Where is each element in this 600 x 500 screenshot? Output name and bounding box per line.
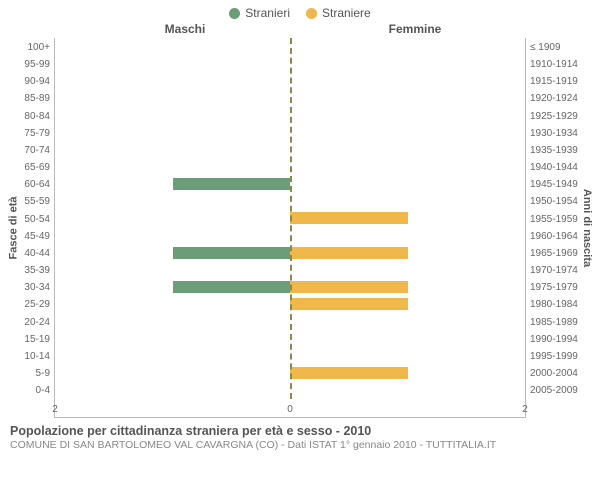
column-header-left: Maschi — [70, 22, 300, 36]
y-tick-age: 55-59 — [20, 194, 50, 211]
legend: Stranieri Straniere — [0, 0, 600, 22]
y-tick-age: 5-9 — [20, 366, 50, 383]
y-tick-birth: 1965-1969 — [530, 246, 580, 263]
y-axis-right-ticks: ≤ 19091910-19141915-19191920-19241925-19… — [526, 38, 580, 418]
bar-female — [290, 367, 408, 379]
legend-swatch-male — [229, 8, 240, 19]
bar-male — [173, 178, 291, 190]
y-tick-birth: 2005-2009 — [530, 383, 580, 400]
y-tick-birth: 1950-1954 — [530, 194, 580, 211]
y-tick-birth: 1975-1979 — [530, 280, 580, 297]
y-tick-birth: 1970-1974 — [530, 263, 580, 280]
x-axis-ticks: 2 0 2 — [55, 399, 525, 417]
y-axis-left-ticks: 100+95-9990-9485-8980-8475-7970-7465-696… — [20, 38, 54, 418]
chart-area: Fasce di età 100+95-9990-9485-8980-8475-… — [0, 38, 600, 418]
legend-item-stranieri: Stranieri — [229, 6, 290, 20]
y-tick-birth: 1930-1934 — [530, 126, 580, 143]
y-tick-birth: 1985-1989 — [530, 315, 580, 332]
y-tick-birth: 1940-1944 — [530, 160, 580, 177]
y-tick-birth: 1955-1959 — [530, 212, 580, 229]
y-tick-birth: 1990-1994 — [530, 332, 580, 349]
y-tick-age: 100+ — [20, 40, 50, 57]
y-tick-age: 65-69 — [20, 160, 50, 177]
footer: Popolazione per cittadinanza straniera p… — [0, 418, 600, 451]
bar-female — [290, 247, 408, 259]
y-tick-age: 15-19 — [20, 332, 50, 349]
x-tick: 2 — [52, 404, 58, 415]
bar-female — [290, 281, 408, 293]
center-line — [290, 38, 292, 399]
y-tick-age: 85-89 — [20, 91, 50, 108]
y-tick-age: 80-84 — [20, 109, 50, 126]
y-tick-birth: 1920-1924 — [530, 91, 580, 108]
y-tick-birth: 1915-1919 — [530, 74, 580, 91]
y-tick-birth: 1935-1939 — [530, 143, 580, 160]
plot-area: 2 0 2 — [54, 38, 526, 418]
y-tick-age: 70-74 — [20, 143, 50, 160]
y-tick-birth: ≤ 1909 — [530, 40, 580, 57]
legend-item-straniere: Straniere — [306, 6, 371, 20]
x-tick: 2 — [522, 404, 528, 415]
column-headers: Maschi Femmine — [0, 22, 600, 38]
y-tick-age: 40-44 — [20, 246, 50, 263]
y-tick-birth: 2000-2004 — [530, 366, 580, 383]
bar-male — [173, 281, 291, 293]
y-tick-age: 45-49 — [20, 229, 50, 246]
y-tick-age: 30-34 — [20, 280, 50, 297]
y-axis-label-right: Anni di nascita — [580, 38, 594, 418]
y-tick-birth: 1945-1949 — [530, 177, 580, 194]
y-tick-birth: 1995-1999 — [530, 349, 580, 366]
column-header-right: Femmine — [300, 22, 530, 36]
y-tick-age: 20-24 — [20, 315, 50, 332]
chart-subtitle: COMUNE DI SAN BARTOLOMEO VAL CAVARGNA (C… — [10, 439, 590, 451]
y-tick-birth: 1960-1964 — [530, 229, 580, 246]
legend-label: Straniere — [322, 6, 371, 20]
chart-title: Popolazione per cittadinanza straniera p… — [10, 424, 590, 438]
bar-male — [173, 247, 291, 259]
y-tick-age: 95-99 — [20, 57, 50, 74]
bar-female — [290, 212, 408, 224]
bar-female — [290, 298, 408, 310]
y-tick-birth: 1980-1984 — [530, 297, 580, 314]
y-tick-age: 25-29 — [20, 297, 50, 314]
y-tick-birth: 1910-1914 — [530, 57, 580, 74]
y-tick-age: 75-79 — [20, 126, 50, 143]
y-tick-age: 60-64 — [20, 177, 50, 194]
y-tick-age: 50-54 — [20, 212, 50, 229]
y-tick-age: 35-39 — [20, 263, 50, 280]
y-tick-birth: 1925-1929 — [530, 109, 580, 126]
y-tick-age: 10-14 — [20, 349, 50, 366]
y-tick-age: 90-94 — [20, 74, 50, 91]
legend-label: Stranieri — [245, 6, 290, 20]
y-tick-age: 0-4 — [20, 383, 50, 400]
y-axis-label-left: Fasce di età — [6, 38, 20, 418]
x-tick: 0 — [287, 404, 293, 415]
legend-swatch-female — [306, 8, 317, 19]
